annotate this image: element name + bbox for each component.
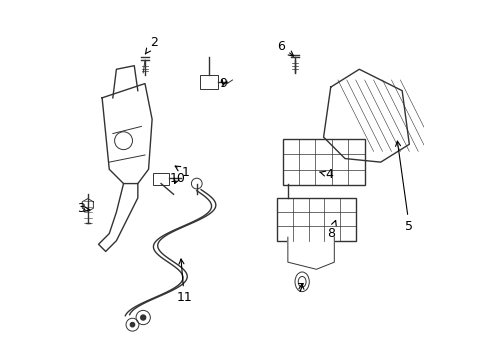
- Bar: [283, 139, 365, 185]
- Text: 6: 6: [277, 40, 294, 56]
- Polygon shape: [323, 69, 409, 162]
- Circle shape: [130, 323, 135, 327]
- Bar: [200, 75, 218, 89]
- Bar: [153, 173, 169, 185]
- Circle shape: [141, 315, 146, 320]
- Text: 7: 7: [297, 283, 305, 296]
- Text: 5: 5: [395, 141, 414, 233]
- Text: 10: 10: [169, 172, 185, 185]
- Text: 4: 4: [319, 168, 333, 181]
- Text: 9: 9: [220, 77, 227, 90]
- Polygon shape: [288, 237, 334, 269]
- Text: 3: 3: [77, 202, 90, 215]
- Bar: [277, 198, 356, 241]
- Text: 1: 1: [175, 166, 190, 179]
- Text: 8: 8: [327, 220, 336, 240]
- Text: 11: 11: [176, 259, 192, 305]
- Text: 2: 2: [146, 36, 158, 54]
